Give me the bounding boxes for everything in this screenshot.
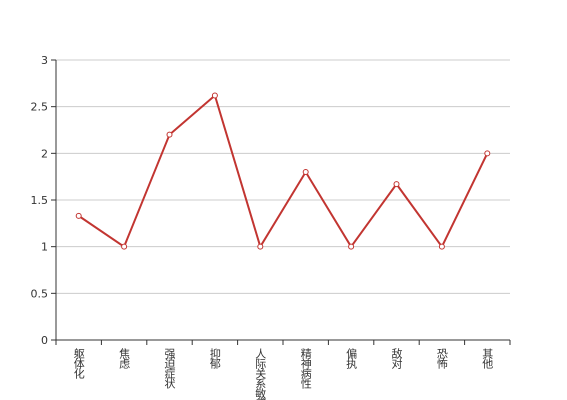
marker [302,169,309,175]
y-tick-label: 2 [41,147,48,160]
x-tick-label: 偏执 [345,347,358,370]
x-tick-label: 躯体化 [72,348,85,380]
x-tick-label: 人际关系敏感 [254,348,267,400]
marker [393,181,400,188]
y-tick-label: 3 [41,54,48,67]
x-tick-label: 恐怖 [435,348,448,369]
y-tick-label: 2.5 [31,101,49,114]
marker [257,243,264,250]
y-tick-label: 1.5 [31,194,49,207]
marker [484,150,491,157]
marker [121,243,128,250]
marker [166,131,173,138]
marker [75,212,82,219]
y-tick-label: 0 [41,334,48,347]
x-tick-label: 强迫症状 [163,348,176,389]
x-tick-label: 敌对 [390,347,403,369]
x-tick-label: 焦虑 [118,348,131,369]
marker [211,92,218,99]
marker [348,243,355,250]
line [78,93,489,250]
marker [438,243,445,250]
y-tick-label: 0.5 [31,287,49,300]
x-tick-label: 抑郁 [208,347,221,369]
y-tick-label: 1 [41,241,48,254]
x-tick-label: 精神病性 [299,348,312,390]
x-tick-label: 其他 [481,348,494,369]
